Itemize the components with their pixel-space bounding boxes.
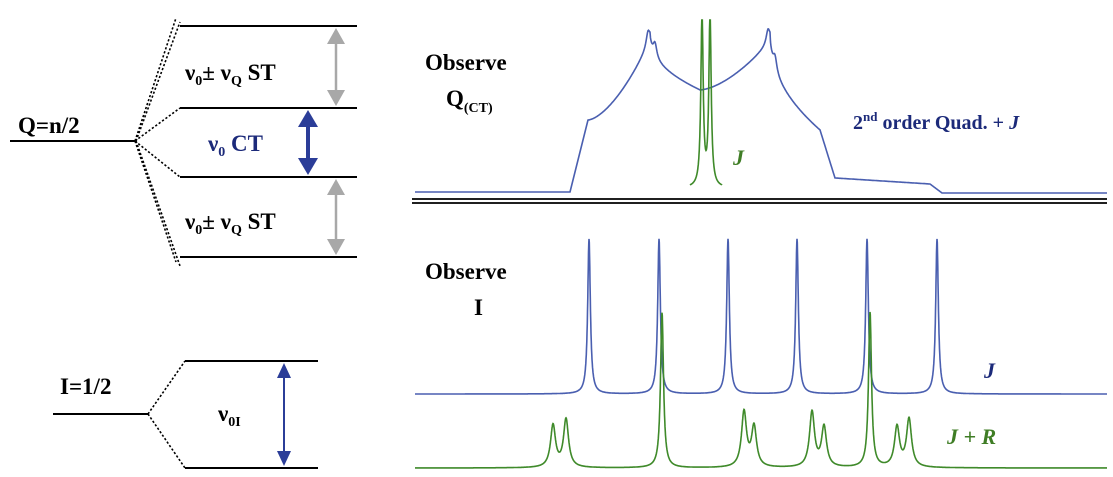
second-order-quad-label: 2nd order Quad. + J — [853, 109, 1020, 134]
top-nucleus-label: Q(CT) — [446, 86, 493, 116]
ct-arrow — [298, 110, 318, 175]
top-j-label: J — [732, 145, 745, 170]
st-lower-label: ν0± νQ ST — [184, 209, 276, 238]
i-j-plus-r-trace — [415, 311, 1107, 469]
bottom-observe-label: Observe — [425, 259, 507, 284]
top-spectrum-panel: Observe Q(CT) 2nd order Quad. + J J — [412, 19, 1107, 204]
spin-half-energy-diagram: I=1/2 ν0I — [53, 360, 318, 469]
bottom-nucleus-label: I — [474, 295, 483, 320]
i-transition-label: ν0I — [217, 401, 241, 430]
st-upper-label: ν0± νQ ST — [184, 60, 276, 89]
st-lower-arrow — [327, 179, 345, 255]
i-transition-arrow — [277, 363, 291, 466]
j-plus-r-label: J + R — [946, 424, 996, 449]
top-observe-label: Observe — [425, 50, 507, 75]
bottom-spectrum-panel: Observe I J J + R — [415, 238, 1107, 469]
q-spin-label: Q=n/2 — [18, 113, 80, 138]
ct-label: ν0 CT — [207, 131, 263, 160]
quadrupolar-energy-diagram: Q=n/2 ν0± νQ ST ν0 CT ν0± νQ ST — [10, 17, 357, 267]
q-splitting-fan — [134, 17, 181, 267]
st-upper-arrow — [327, 28, 345, 106]
i-spin-label: I=1/2 — [60, 374, 111, 399]
i-splitting-fan — [147, 360, 186, 469]
bottom-j-label: J — [983, 358, 996, 383]
i-j-coupling-trace — [415, 238, 1107, 395]
ct-j-coupling-trace — [689, 19, 723, 186]
ct-powder-pattern-trace — [415, 28, 1107, 194]
